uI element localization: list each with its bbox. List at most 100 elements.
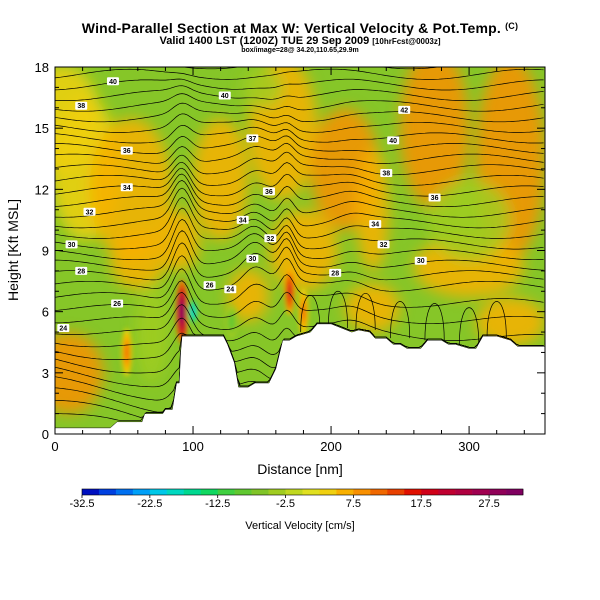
- shading-patch: [475, 297, 545, 347]
- isentrope-label: 36: [120, 146, 133, 155]
- svg-text:38: 38: [382, 171, 390, 178]
- terrain: [55, 323, 545, 434]
- isentrope-label: 32: [377, 240, 390, 249]
- colorbar: -32.5 -22.5 -12.5 -2.5 7.5 17.5 27.5: [69, 488, 524, 510]
- svg-text:42: 42: [400, 107, 408, 114]
- colorbar-swatch: [268, 489, 286, 495]
- y-tick-label: 15: [35, 121, 49, 136]
- colorbar-swatch: [353, 489, 371, 495]
- isentrope: [55, 255, 544, 292]
- shading-patch: [355, 148, 390, 271]
- isentrope: [55, 135, 544, 154]
- updraft-core: [287, 283, 292, 300]
- svg-text:30: 30: [417, 258, 425, 265]
- isentrope-loop: [355, 293, 376, 331]
- colorbar-swatch: [404, 489, 422, 495]
- isentrope: [55, 180, 544, 218]
- isentrope-label: 26: [203, 281, 216, 290]
- y-tick-label: 6: [42, 305, 49, 320]
- isentrope: [55, 280, 544, 325]
- svg-text:40: 40: [221, 93, 229, 100]
- colorbar-swatch: [438, 489, 456, 495]
- colorbar-swatch: [455, 489, 473, 495]
- svg-text:36: 36: [431, 195, 439, 202]
- colorbar-swatch: [302, 489, 320, 495]
- isentrope-label: 24: [57, 323, 70, 332]
- colorbar-swatch: [115, 489, 134, 495]
- colorbar-swatch: [149, 489, 168, 495]
- svg-text:34: 34: [239, 217, 247, 224]
- y-tick-label: 0: [42, 427, 49, 442]
- isentrope-loop: [459, 307, 480, 345]
- velocity-field: 40 38 36 34 32 30 28 26 24 40 37 36 34 32 30 26 24 28 42 40…: [55, 67, 545, 434]
- shading-patch: [110, 232, 166, 290]
- colorbar-swatch: [183, 489, 202, 495]
- isentrope: [55, 242, 544, 281]
- svg-text:36: 36: [123, 148, 131, 155]
- svg-text:37: 37: [248, 136, 256, 143]
- y-tick-label: 12: [35, 182, 49, 197]
- isentrope: [55, 142, 544, 164]
- y-axis-label: Height [Kft MSL]: [5, 199, 21, 301]
- shading-patch: [400, 67, 470, 210]
- colorbar-swatch: [82, 489, 100, 495]
- x-tick-label: 100: [182, 439, 204, 454]
- isentrope: [55, 218, 544, 261]
- colorbar-swatch: [506, 489, 524, 495]
- updraft-core: [179, 300, 185, 323]
- forecast-tag: [10hrFcst@0003z]: [372, 37, 441, 46]
- svg-text:28: 28: [331, 270, 339, 277]
- isentrope: [55, 78, 544, 91]
- isentrope-label: 36: [428, 193, 441, 202]
- x-tick-label: 200: [320, 439, 342, 454]
- isentrope-label: 28: [75, 266, 88, 275]
- isentrope-label: 32: [83, 207, 96, 216]
- isentrope-label: 30: [246, 254, 259, 263]
- svg-text:26: 26: [113, 301, 121, 308]
- colorbar-tick-label: -22.5: [137, 498, 162, 510]
- svg-text:24: 24: [59, 325, 67, 332]
- x-axis: 0 100 200 300: [51, 67, 525, 454]
- isentrope-label: 42: [398, 105, 411, 114]
- svg-text:24: 24: [226, 287, 234, 294]
- svg-text:38: 38: [77, 103, 85, 110]
- colorbar-swatch: [472, 489, 490, 495]
- isentrope-label: 36: [262, 187, 275, 196]
- isentrope: [55, 207, 544, 250]
- isentrope-label: 30: [414, 256, 427, 265]
- isentrope: [55, 268, 544, 308]
- colorbar-swatch: [421, 489, 439, 495]
- colorbar-swatch: [285, 489, 303, 495]
- colorbar-swatch: [370, 489, 388, 495]
- isentrope: [55, 68, 544, 80]
- isentrope: [55, 93, 544, 112]
- copyright-mark: (C): [505, 21, 519, 31]
- colorbar-swatch: [217, 489, 235, 495]
- isentrope-label: 40: [106, 77, 119, 86]
- isentrope-label: 28: [329, 268, 342, 277]
- colorbar-swatch: [132, 489, 151, 495]
- colorbar-swatch: [166, 489, 185, 495]
- isentrope-loop: [486, 301, 507, 339]
- isentrope-label: 38: [380, 169, 393, 178]
- field-shading: [55, 67, 545, 414]
- isentrope-label: 32: [264, 234, 277, 243]
- y-tick-label: 9: [42, 244, 49, 259]
- isentrope-label: 24: [224, 285, 237, 294]
- colorbar-tick-label: 7.5: [346, 498, 361, 510]
- shading-patch: [158, 209, 200, 271]
- isentrope: [55, 102, 544, 123]
- svg-text:28: 28: [77, 268, 85, 275]
- shading-patch: [344, 283, 401, 333]
- location-info: box/image=28@ 34.20,110.65,29.9m: [241, 47, 359, 54]
- colorbar-swatch: [489, 489, 507, 495]
- colorbar-tick-label: -32.5: [69, 498, 94, 510]
- colorbar-label: Vertical Velocity [cm/s]: [245, 520, 354, 532]
- isentrope-loop: [390, 301, 411, 339]
- updraft-core: [125, 344, 129, 361]
- isentrope-label: 40: [387, 136, 400, 145]
- isentrope-label: 34: [236, 215, 249, 224]
- shading-patch: [241, 67, 283, 108]
